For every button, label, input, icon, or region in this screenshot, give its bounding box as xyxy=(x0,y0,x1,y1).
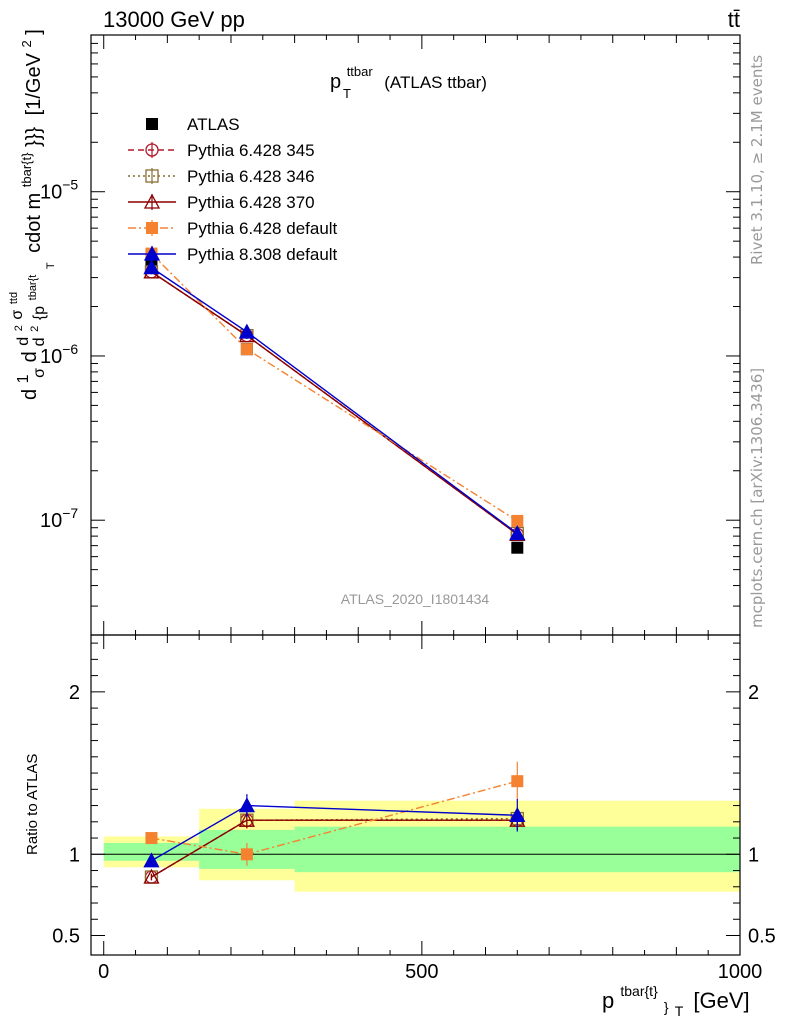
ratio-frame xyxy=(90,634,741,956)
legend-marker-py8def xyxy=(143,245,161,261)
ratio-y-tick-label-right: 2 xyxy=(748,682,759,704)
point-py6def xyxy=(240,343,253,356)
y-tick-base: 10 xyxy=(40,510,62,532)
ylabel-part-12: T xyxy=(45,262,57,269)
xlabel-subsub: T xyxy=(675,1003,684,1019)
main-series xyxy=(143,247,526,554)
ylabel-part-5: 2 xyxy=(13,325,25,331)
legend-marker-py346 xyxy=(145,169,159,183)
plot-title-sub: T xyxy=(343,86,351,101)
legend-label-py345: Pythia 6.428 345 xyxy=(187,141,315,160)
ratio-y-tick-label: 2 xyxy=(69,682,80,704)
ratio-point-py370 xyxy=(238,811,255,827)
legend-marker-py370 xyxy=(143,193,161,209)
ylabel-part-13: cdot m xyxy=(23,193,45,253)
header-left: 13000 GeV pp xyxy=(103,7,245,32)
series-line-py6def xyxy=(150,253,518,522)
ratio-y-tick-label-right: 0.5 xyxy=(748,926,776,948)
y-tick-base: 10 xyxy=(40,182,62,204)
header-right: tt̄ xyxy=(728,7,740,32)
green-band-2 xyxy=(294,826,740,873)
ylabel-part-7: ttd xyxy=(8,292,20,304)
ylabel-part-2: σ xyxy=(31,368,48,378)
legend-marker-py345 xyxy=(145,143,159,157)
plot-title-text: (ATLAS ttbar) xyxy=(384,73,487,92)
series-line-py345 xyxy=(151,271,518,535)
ratio-uncertainty-bands xyxy=(91,800,740,892)
ylabel-part-10: {p xyxy=(31,306,48,320)
ylabel-part-6: σ xyxy=(9,310,26,320)
plot-title-symbol: p xyxy=(330,71,341,93)
series-line-py370 xyxy=(151,271,518,535)
main-ylabel: d 1 σ d d 2 σ ttd d 2 {p tbar{t T cdot m… xyxy=(0,29,59,400)
legend-marker-atlas xyxy=(146,118,158,130)
ratio-ylabel: Ratio to ATLAS xyxy=(24,754,41,855)
xlabel-unit: [GeV] xyxy=(693,988,749,1013)
ylabel-part-11: tbar{t xyxy=(27,275,39,301)
legend-label-atlas: ATLAS xyxy=(187,115,240,134)
ratio-series xyxy=(143,761,526,884)
rivet-label: Rivet 3.1.10, ≥ 2.1M events xyxy=(748,55,766,265)
legend-label-py8def: Pythia 8.308 default xyxy=(187,245,338,264)
xlabel-sub: } xyxy=(664,999,669,1015)
legend-label-py370: Pythia 6.428 370 xyxy=(187,193,315,212)
ratio-y-tick-label: 1 xyxy=(69,844,80,866)
ylabel-part-18: ] xyxy=(23,29,45,35)
point-py8def xyxy=(238,323,255,339)
ylabel-part-16: [1/GeV xyxy=(23,52,45,115)
point-py6def xyxy=(511,514,524,527)
ratio-point-py6def xyxy=(511,775,524,788)
legend-label-py6def: Pythia 6.428 default xyxy=(187,219,338,238)
y-tick-label: 10−7 xyxy=(40,505,78,532)
x-tick-label: 0 xyxy=(98,961,109,983)
plot-title: p ttbar (ATLAS ttbar) xyxy=(330,59,487,93)
point-py8def xyxy=(509,525,526,541)
mcplots-label: mcplots.cern.ch [arXiv:1306.3436] xyxy=(748,368,766,628)
ylabel-part-4: d xyxy=(15,337,32,346)
ratio-point-py8def xyxy=(143,852,160,868)
ratio-point-py6def xyxy=(145,832,158,845)
ylabel-part-9: 2 xyxy=(29,326,41,332)
ylabel-part-3: d xyxy=(19,351,41,362)
y-tick-exp: −6 xyxy=(62,341,78,357)
y-tick-base: 10 xyxy=(40,346,62,368)
ylabel-part-17: 2 xyxy=(19,40,34,47)
ratio-y-tick-label: 0.5 xyxy=(52,926,80,948)
ratio-point-py370 xyxy=(143,868,160,884)
y-tick-exp: −7 xyxy=(62,505,78,521)
ylabel-part-0: d xyxy=(19,389,41,400)
x-axis-label: p tbar{t} } T [GeV] xyxy=(602,976,750,1021)
point-atlas xyxy=(511,541,524,554)
ratio-point-py6def xyxy=(240,848,253,861)
legend: ATLAS Pythia 6.428 345 Pythia 6.428 346 Pyt… xyxy=(128,115,338,264)
ylabel-part-8: d xyxy=(31,337,48,346)
legend-marker-py6def xyxy=(146,222,158,234)
y-tick-label: 10−6 xyxy=(40,341,78,368)
xlabel-symbol: p xyxy=(602,988,614,1013)
ylabel-part-15: }}} xyxy=(23,127,45,147)
y-tick-label: 10−5 xyxy=(40,177,78,204)
x-tick-label: 1000 xyxy=(718,961,763,983)
xlabel-sup: tbar{t} xyxy=(620,983,658,999)
plot-title-sup: ttbar xyxy=(347,64,374,79)
y-tick-exp: −5 xyxy=(62,177,78,193)
point-py8def xyxy=(143,259,160,275)
analysis-watermark: ATLAS_2020_I1801434 xyxy=(341,591,490,607)
legend-label-py346: Pythia 6.428 346 xyxy=(187,167,315,186)
ylabel-part-14: tbar{t} xyxy=(19,152,34,187)
ratio-y-tick-label-right: 1 xyxy=(748,844,759,866)
ratio-point-py8def xyxy=(509,806,526,822)
x-tick-label: 500 xyxy=(405,961,438,983)
ylabel-part-1: 1 xyxy=(15,374,32,383)
ratio-point-py8def xyxy=(238,797,255,813)
